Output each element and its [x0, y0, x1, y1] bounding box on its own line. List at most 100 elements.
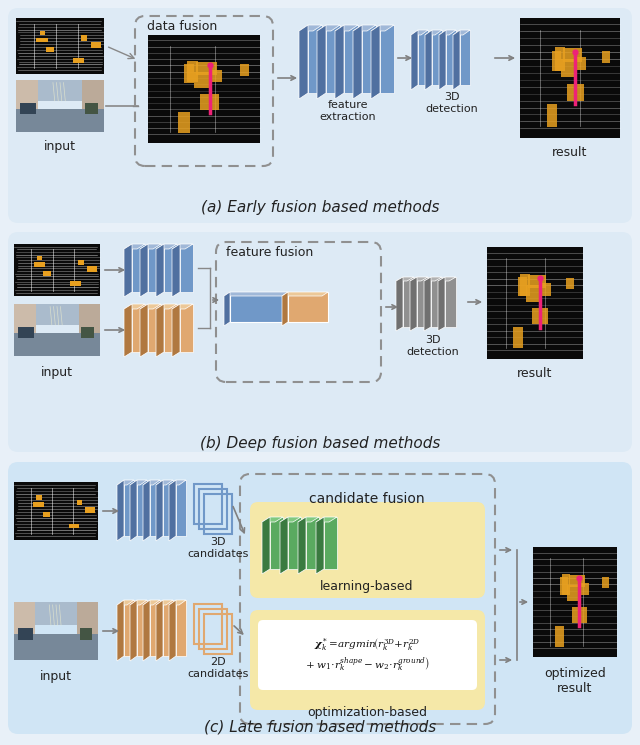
Bar — [552, 51, 561, 71]
Bar — [306, 517, 319, 569]
Bar — [561, 59, 577, 77]
Bar — [204, 614, 232, 654]
Bar — [602, 51, 611, 63]
Polygon shape — [439, 30, 446, 90]
Bar — [326, 25, 340, 93]
Bar — [288, 517, 301, 569]
Polygon shape — [130, 600, 137, 661]
Polygon shape — [280, 517, 301, 522]
Polygon shape — [299, 25, 322, 31]
Bar — [204, 494, 232, 534]
Text: optimized
result: optimized result — [544, 667, 606, 695]
Bar — [124, 600, 134, 656]
Polygon shape — [453, 30, 470, 35]
Polygon shape — [425, 30, 442, 35]
Bar — [69, 524, 79, 528]
Bar — [14, 332, 100, 356]
Polygon shape — [410, 277, 417, 331]
Polygon shape — [117, 600, 124, 661]
Polygon shape — [124, 304, 132, 357]
Bar — [184, 64, 194, 83]
Polygon shape — [316, 517, 324, 574]
Bar — [445, 277, 456, 327]
Bar — [16, 80, 38, 132]
Bar — [568, 585, 580, 601]
Bar — [520, 274, 530, 297]
Bar — [81, 327, 94, 337]
Polygon shape — [335, 25, 358, 31]
Bar — [324, 517, 337, 569]
Polygon shape — [282, 292, 328, 296]
Text: (a) Early fusion based methods: (a) Early fusion based methods — [201, 200, 439, 215]
Bar — [572, 607, 587, 623]
Bar — [148, 244, 161, 292]
Bar — [527, 285, 541, 302]
Bar — [81, 35, 87, 40]
Polygon shape — [156, 304, 164, 357]
Bar — [36, 37, 48, 42]
FancyBboxPatch shape — [250, 610, 485, 710]
Polygon shape — [424, 277, 431, 331]
Bar — [560, 577, 568, 595]
Polygon shape — [410, 277, 428, 281]
Polygon shape — [156, 600, 163, 661]
Bar — [199, 609, 227, 649]
Polygon shape — [411, 30, 418, 90]
Bar — [132, 244, 145, 292]
FancyBboxPatch shape — [250, 502, 485, 598]
Bar — [487, 247, 583, 359]
Bar — [418, 30, 428, 85]
Text: feature fusion: feature fusion — [226, 246, 313, 259]
Polygon shape — [172, 244, 180, 297]
Polygon shape — [143, 480, 160, 485]
Bar — [77, 602, 98, 660]
FancyBboxPatch shape — [8, 462, 632, 734]
Polygon shape — [124, 244, 132, 297]
Polygon shape — [317, 25, 326, 99]
Bar — [132, 304, 145, 352]
Bar — [148, 304, 161, 352]
Polygon shape — [143, 600, 150, 661]
Bar — [124, 480, 134, 536]
Bar — [513, 327, 523, 349]
Polygon shape — [143, 480, 150, 541]
Bar — [556, 626, 564, 647]
Bar — [87, 266, 97, 272]
Bar — [137, 600, 147, 656]
Text: input: input — [41, 366, 73, 379]
Bar — [187, 61, 198, 83]
Polygon shape — [453, 30, 460, 90]
Bar — [164, 304, 177, 352]
Bar — [362, 25, 376, 93]
Polygon shape — [156, 480, 163, 541]
Polygon shape — [316, 517, 337, 522]
Bar — [532, 308, 548, 324]
Bar — [82, 80, 104, 132]
Bar — [555, 47, 564, 71]
FancyBboxPatch shape — [8, 8, 632, 223]
Bar — [37, 256, 42, 260]
Bar — [43, 512, 50, 517]
Bar — [540, 283, 551, 296]
Bar — [77, 500, 82, 505]
Polygon shape — [439, 30, 456, 35]
Polygon shape — [299, 25, 308, 99]
Polygon shape — [156, 244, 164, 297]
Bar — [148, 35, 260, 143]
Polygon shape — [169, 600, 176, 661]
Polygon shape — [262, 517, 270, 574]
Bar — [164, 244, 177, 292]
Text: $\boldsymbol{\chi}_k^*\!=\!argmin\!\left(r_k^{3D}\!+\!r_k^{2D}\right.$
$\left.+w: $\boldsymbol{\chi}_k^*\!=\!argmin\!\left… — [304, 636, 430, 673]
Bar — [46, 47, 54, 52]
Bar — [163, 480, 173, 536]
Polygon shape — [169, 600, 186, 605]
Bar — [19, 327, 34, 337]
Polygon shape — [156, 304, 177, 309]
Bar — [566, 278, 573, 289]
Polygon shape — [353, 25, 376, 31]
Polygon shape — [317, 25, 340, 31]
Polygon shape — [169, 480, 176, 541]
Text: optimization-based: optimization-based — [307, 706, 427, 719]
Bar — [200, 94, 220, 110]
Bar — [432, 30, 442, 85]
